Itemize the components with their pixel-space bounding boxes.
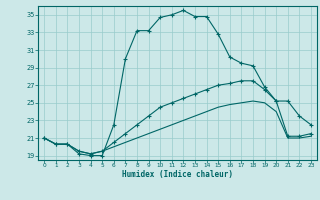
X-axis label: Humidex (Indice chaleur): Humidex (Indice chaleur) xyxy=(122,170,233,179)
